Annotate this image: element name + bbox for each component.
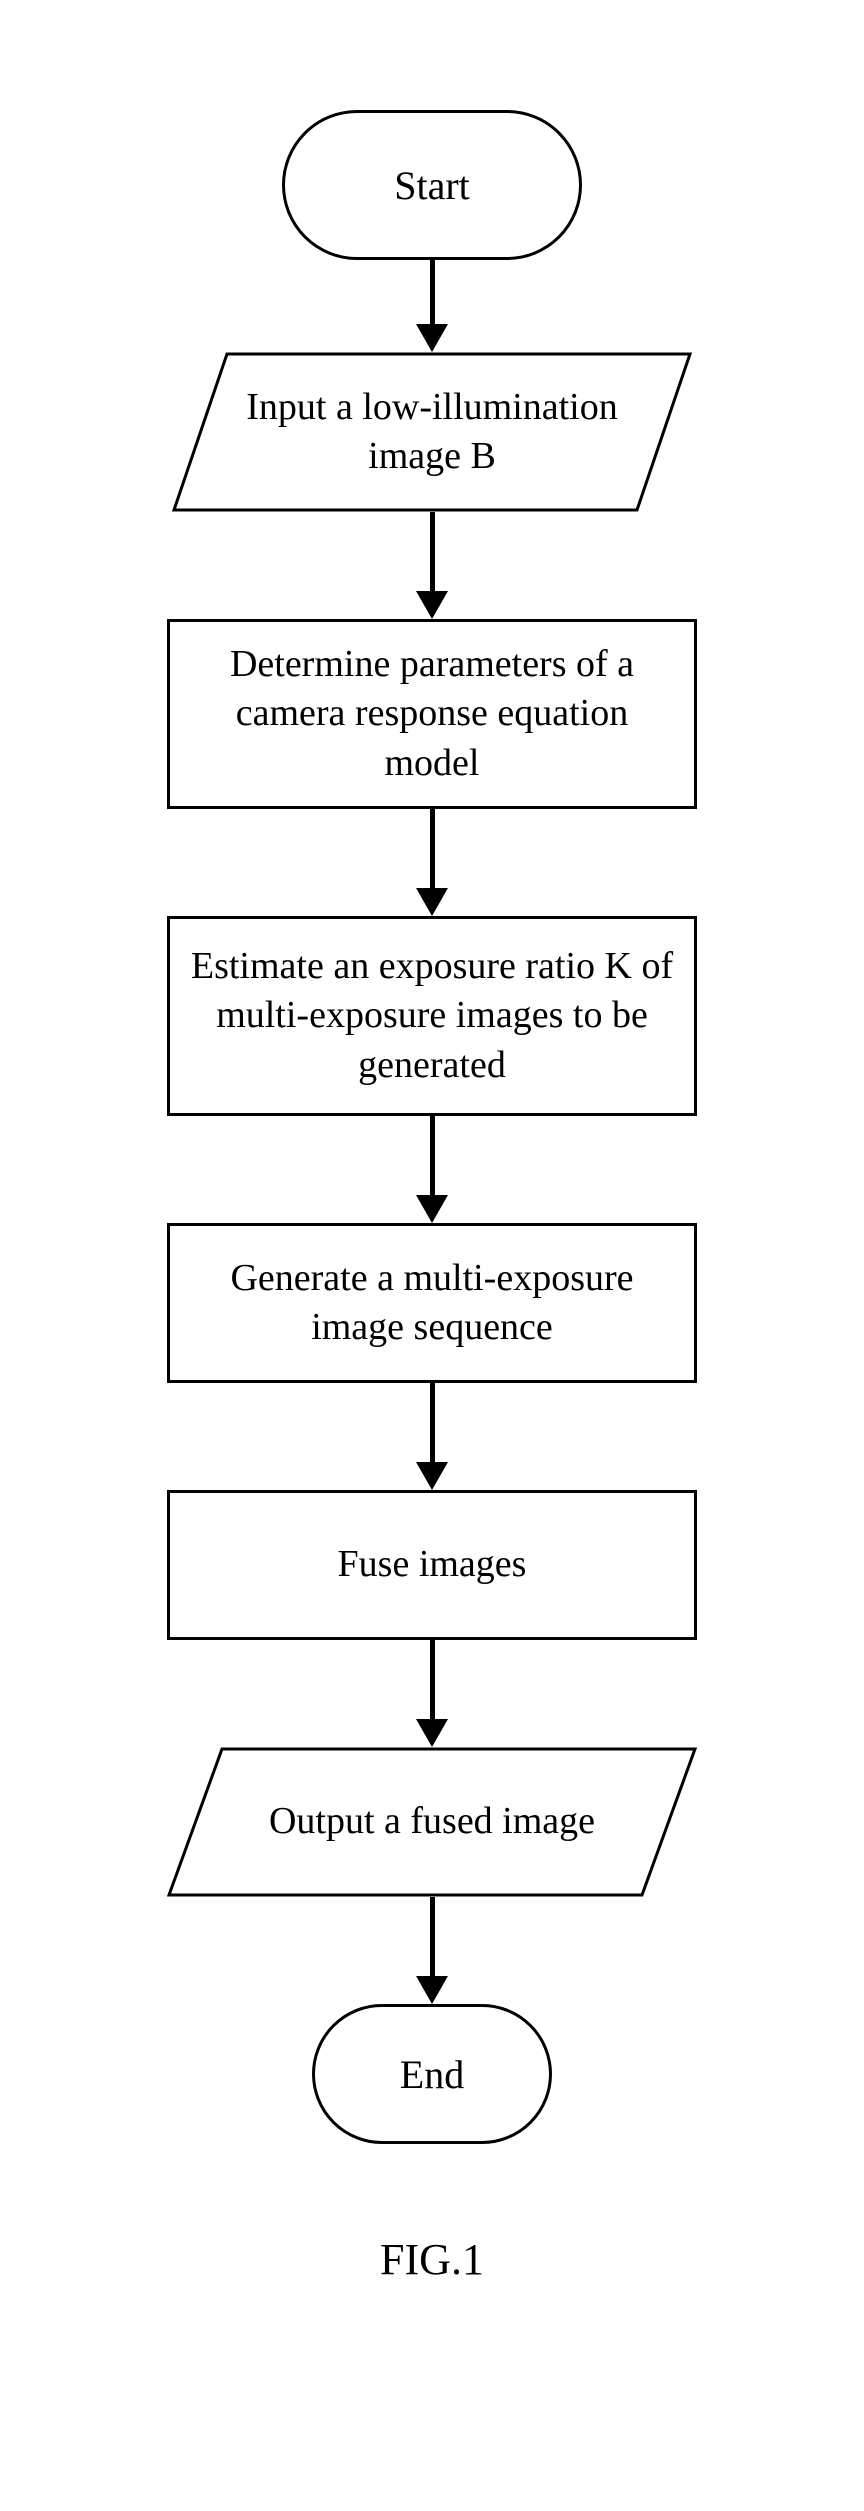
figure-caption: FIG.1: [380, 2234, 484, 2285]
arrow-start-input: [416, 260, 448, 352]
flowchart: Start Input a low-illumination image B D…: [0, 110, 864, 2285]
determine-node: Determine parameters of a camera respons…: [167, 619, 697, 809]
arrow-determine-estimate: [416, 809, 448, 916]
output-node: Output a fused image: [167, 1747, 697, 1897]
fuse-node: Fuse images: [167, 1490, 697, 1640]
input-label: Input a low-illumination image B: [232, 383, 632, 482]
estimate-node: Estimate an exposure ratio K of multi-ex…: [167, 916, 697, 1116]
arrow-generate-fuse: [416, 1383, 448, 1490]
end-node: End: [312, 2004, 552, 2144]
arrow-output-end: [416, 1897, 448, 2004]
generate-label: Generate a multi-exposure image sequence: [190, 1254, 674, 1353]
determine-label: Determine parameters of a camera respons…: [190, 640, 674, 788]
start-label: Start: [394, 162, 470, 209]
arrow-input-determine: [416, 512, 448, 619]
start-node: Start: [282, 110, 582, 260]
generate-node: Generate a multi-exposure image sequence: [167, 1223, 697, 1383]
input-node: Input a low-illumination image B: [172, 352, 692, 512]
estimate-label: Estimate an exposure ratio K of multi-ex…: [190, 942, 674, 1090]
arrow-estimate-generate: [416, 1116, 448, 1223]
output-label: Output a fused image: [269, 1797, 595, 1846]
arrow-fuse-output: [416, 1640, 448, 1747]
end-label: End: [400, 2051, 464, 2098]
fuse-label: Fuse images: [338, 1540, 527, 1589]
